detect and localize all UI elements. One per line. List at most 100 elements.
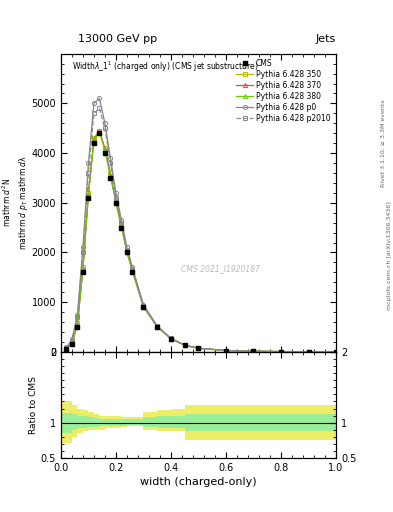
Line: Pythia 6.428 370: Pythia 6.428 370 xyxy=(64,129,338,354)
Pythia 6.428 380 xyxy=(81,266,85,272)
Pythia 6.428 350 xyxy=(130,267,135,273)
Pythia 6.428 370 xyxy=(182,342,187,348)
Pythia 6.428 p0 xyxy=(119,217,124,223)
Pythia 6.428 p0 xyxy=(130,264,135,270)
CMS xyxy=(334,349,338,355)
Pythia 6.428 380 xyxy=(141,304,146,310)
CMS xyxy=(108,175,113,181)
CMS xyxy=(130,269,135,275)
Pythia 6.428 p0 xyxy=(64,344,69,350)
CMS xyxy=(119,225,124,231)
Pythia 6.428 370 xyxy=(155,324,160,330)
Pythia 6.428 370 xyxy=(81,265,85,271)
Pythia 6.428 p2010 xyxy=(306,349,311,355)
Pythia 6.428 p2010 xyxy=(97,105,102,112)
CMS xyxy=(251,348,256,354)
Pythia 6.428 380 xyxy=(334,349,338,355)
Pythia 6.428 380 xyxy=(155,324,160,330)
Pythia 6.428 p0 xyxy=(75,311,80,317)
Pythia 6.428 p0 xyxy=(279,349,283,355)
X-axis label: width (charged-only): width (charged-only) xyxy=(140,477,257,487)
Pythia 6.428 350 xyxy=(75,320,80,326)
Pythia 6.428 380 xyxy=(182,342,187,348)
Pythia 6.428 350 xyxy=(224,348,228,354)
Pythia 6.428 380 xyxy=(306,349,311,355)
Legend: CMS, Pythia 6.428 350, Pythia 6.428 370, Pythia 6.428 380, Pythia 6.428 p0, Pyth: CMS, Pythia 6.428 350, Pythia 6.428 370,… xyxy=(235,57,332,124)
CMS xyxy=(279,349,283,355)
Pythia 6.428 380 xyxy=(169,336,173,342)
CMS xyxy=(155,324,160,330)
Pythia 6.428 350 xyxy=(86,190,91,196)
Pythia 6.428 p0 xyxy=(306,349,311,355)
Pythia 6.428 380 xyxy=(251,348,256,354)
Pythia 6.428 370 xyxy=(224,348,228,354)
Pythia 6.428 370 xyxy=(108,172,113,178)
Pythia 6.428 p2010 xyxy=(81,249,85,255)
Pythia 6.428 350 xyxy=(64,345,69,351)
Pythia 6.428 p0 xyxy=(155,323,160,329)
CMS xyxy=(141,304,146,310)
Pythia 6.428 p0 xyxy=(169,335,173,342)
Pythia 6.428 370 xyxy=(86,191,91,197)
Pythia 6.428 350 xyxy=(114,197,118,203)
Pythia 6.428 350 xyxy=(70,340,74,346)
Pythia 6.428 p2010 xyxy=(108,160,113,166)
Pythia 6.428 370 xyxy=(306,349,311,355)
Pythia 6.428 380 xyxy=(114,200,118,206)
Pythia 6.428 370 xyxy=(141,304,146,310)
Pythia 6.428 350 xyxy=(334,349,338,355)
Pythia 6.428 370 xyxy=(70,340,74,347)
Pythia 6.428 380 xyxy=(70,340,74,347)
Pythia 6.428 350 xyxy=(119,222,124,228)
Pythia 6.428 380 xyxy=(92,137,96,143)
Pythia 6.428 350 xyxy=(108,170,113,176)
Pythia 6.428 p2010 xyxy=(251,348,256,354)
Pythia 6.428 p0 xyxy=(92,100,96,106)
Pythia 6.428 p0 xyxy=(251,348,256,354)
Line: Pythia 6.428 p2010: Pythia 6.428 p2010 xyxy=(64,106,338,354)
Pythia 6.428 p2010 xyxy=(70,338,74,344)
Pythia 6.428 380 xyxy=(224,348,228,354)
Pythia 6.428 p2010 xyxy=(224,348,228,354)
Pythia 6.428 p2010 xyxy=(119,220,124,226)
Pythia 6.428 380 xyxy=(196,345,201,351)
Pythia 6.428 370 xyxy=(196,345,201,351)
Pythia 6.428 p0 xyxy=(141,302,146,308)
Pythia 6.428 370 xyxy=(64,346,69,352)
CMS xyxy=(306,349,311,355)
Pythia 6.428 380 xyxy=(86,192,91,198)
Pythia 6.428 p2010 xyxy=(196,345,201,351)
Pythia 6.428 370 xyxy=(97,128,102,134)
Text: Jets: Jets xyxy=(315,33,336,44)
Pythia 6.428 380 xyxy=(125,249,129,255)
Pythia 6.428 370 xyxy=(92,136,96,142)
CMS xyxy=(114,200,118,206)
Pythia 6.428 p0 xyxy=(103,120,107,126)
Pythia 6.428 p2010 xyxy=(279,349,283,355)
Pythia 6.428 350 xyxy=(92,135,96,141)
Text: mcplots.cern.ch [arXiv:1306.3436]: mcplots.cern.ch [arXiv:1306.3436] xyxy=(387,202,391,310)
Pythia 6.428 350 xyxy=(97,127,102,134)
CMS xyxy=(70,342,74,348)
Pythia 6.428 p2010 xyxy=(130,266,135,272)
Pythia 6.428 p0 xyxy=(97,95,102,101)
Pythia 6.428 350 xyxy=(306,349,311,355)
CMS xyxy=(92,140,96,146)
CMS xyxy=(103,150,107,156)
Pythia 6.428 370 xyxy=(251,348,256,354)
Pythia 6.428 380 xyxy=(108,173,113,179)
Pythia 6.428 350 xyxy=(182,342,187,348)
Pythia 6.428 p0 xyxy=(70,336,74,343)
Pythia 6.428 350 xyxy=(81,264,85,270)
Pythia 6.428 380 xyxy=(75,322,80,328)
Pythia 6.428 350 xyxy=(251,348,256,354)
Pythia 6.428 380 xyxy=(103,147,107,153)
Y-axis label: mathrm $d^2$N
mathrm $d$ $p_T$ mathrm $d$λ: mathrm $d^2$N mathrm $d$ $p_T$ mathrm $d… xyxy=(1,155,30,250)
Pythia 6.428 p2010 xyxy=(64,345,69,351)
Pythia 6.428 380 xyxy=(279,349,283,355)
CMS xyxy=(224,348,228,354)
Pythia 6.428 380 xyxy=(130,268,135,274)
CMS xyxy=(196,345,201,351)
Pythia 6.428 370 xyxy=(279,349,283,355)
Y-axis label: Ratio to CMS: Ratio to CMS xyxy=(29,376,38,434)
